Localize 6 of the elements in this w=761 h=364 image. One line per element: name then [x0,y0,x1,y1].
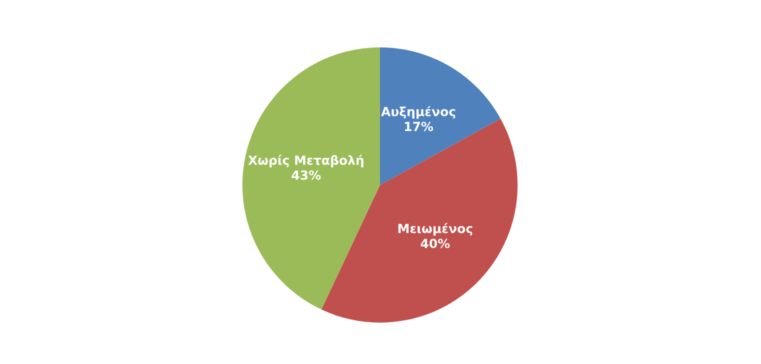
slice-label: Μειωμένος [398,223,472,236]
slice-label: Χωρίς Μεταβολή [248,154,364,168]
slice-label: Αυξημένος [381,106,456,119]
data-label: 43% [292,170,321,180]
data-label: 17% [404,122,434,132]
data-label: 40% [420,238,450,248]
